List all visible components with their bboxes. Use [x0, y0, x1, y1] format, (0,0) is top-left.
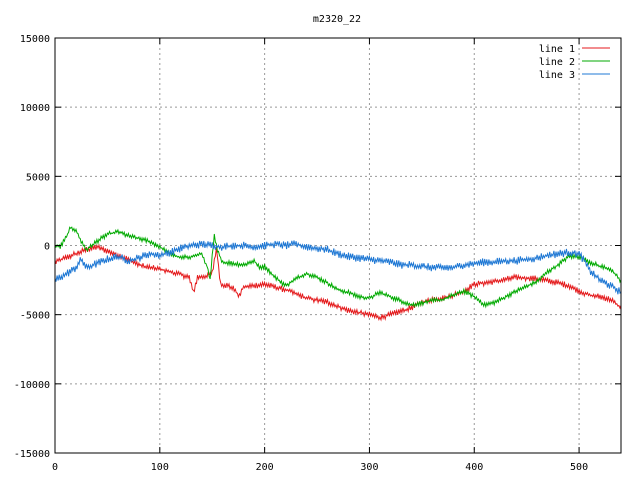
plot-frame [54, 37, 622, 454]
axis-ticks: 0 100 200 300 400 500 -15000 -10000 -5000 0 5000 10… [14, 34, 621, 473]
legend-label-1: line 1 [539, 44, 575, 55]
x-tick-label: 100 [151, 462, 169, 473]
y-tick-label: -5000 [20, 311, 50, 322]
x-tick-label: 300 [360, 462, 378, 473]
series-line-2 [54, 226, 622, 309]
chart-title: m2320_22 [313, 14, 361, 25]
grid-lines [55, 38, 621, 453]
y-tick-label: -15000 [14, 449, 50, 460]
legend-label-2: line 2 [539, 57, 575, 68]
x-tick-label: 0 [52, 462, 58, 473]
series-line-3 [54, 240, 622, 295]
y-tick-label: 15000 [20, 34, 50, 45]
x-tick-label: 400 [465, 462, 483, 473]
y-tick-label: 5000 [26, 172, 50, 183]
series-line-1 [54, 243, 622, 322]
y-tick-label: -10000 [14, 380, 50, 391]
x-tick-label: 200 [256, 462, 274, 473]
x-tick-label: 500 [570, 462, 588, 473]
legend-label-3: line 3 [539, 70, 575, 81]
series-lines [54, 226, 622, 322]
y-tick-label: 0 [44, 242, 50, 253]
legend: line 1 line 2 line 3 [539, 44, 610, 81]
y-tick-label: 10000 [20, 103, 50, 114]
